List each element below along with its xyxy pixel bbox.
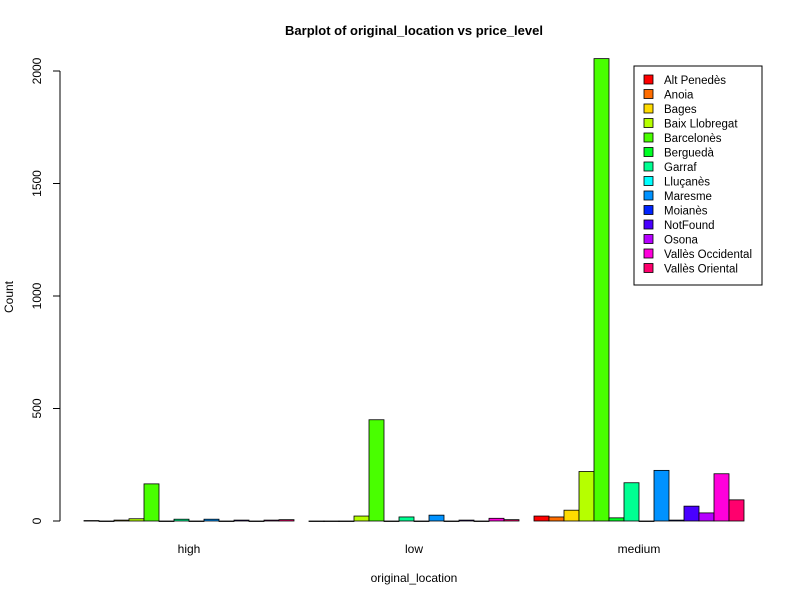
bar [578, 471, 595, 522]
bar [638, 520, 655, 522]
legend-box [633, 65, 763, 286]
legend-label: Bages [664, 104, 697, 116]
bar [713, 473, 730, 522]
bar [188, 520, 205, 522]
bar [248, 520, 265, 522]
legend-label: Barcelonès [664, 133, 722, 145]
legend-swatch [643, 103, 654, 114]
bar [323, 520, 340, 522]
y-tick-label: 500 [30, 398, 44, 418]
bar [668, 519, 685, 522]
bar [608, 517, 625, 522]
legend-swatch [643, 161, 654, 172]
legend: Alt Penedès Anoia Bages Baix Llobregat Barce… [633, 65, 763, 286]
legend-label: Moianès [664, 206, 708, 218]
legend-swatch [643, 89, 654, 99]
bars [83, 58, 745, 522]
legend-swatch [643, 118, 654, 128]
legend-label: Baix Llobregat [664, 119, 738, 131]
bar [533, 515, 550, 522]
bar [278, 519, 295, 522]
legend-label: Lluçanès [664, 177, 710, 189]
bar [203, 518, 220, 522]
y-tick-label: 2000 [30, 57, 44, 84]
legend-label: Maresme [664, 191, 712, 203]
bar [503, 519, 520, 522]
bar [473, 520, 490, 522]
y-axis-label: Count [2, 280, 16, 313]
legend-label: Vallès Occidental [664, 249, 752, 261]
bar [233, 519, 250, 522]
bar [653, 469, 670, 522]
x-axis-ticks: high low medium [178, 542, 661, 556]
bar [443, 520, 460, 522]
bar [698, 512, 715, 522]
legend-swatch [643, 219, 654, 230]
legend-label: Vallès Oriental [664, 264, 738, 276]
bar [263, 519, 280, 522]
legend-label: Alt Penedès [664, 75, 726, 87]
bar [563, 509, 580, 522]
x-tick-label: low [405, 542, 423, 556]
bar [623, 482, 640, 522]
legend-swatch [643, 147, 654, 157]
bar [428, 514, 445, 522]
legend-swatch [643, 263, 654, 273]
legend-swatch [643, 74, 654, 85]
bar [398, 516, 415, 522]
legend-swatch [643, 176, 654, 186]
bar [158, 520, 175, 522]
legend-label: Osona [664, 235, 698, 247]
chart-title: Barplot of original_location vs price_le… [285, 23, 543, 38]
bar [113, 519, 130, 522]
x-tick-label: medium [618, 542, 661, 556]
bar [488, 517, 505, 522]
y-axis: 0 500 1000 1500 2000 [30, 57, 61, 524]
y-tick-label: 1500 [30, 170, 44, 197]
bar [593, 58, 610, 522]
legend-swatch [643, 205, 654, 215]
bar [143, 483, 160, 522]
bar [353, 515, 370, 522]
bar [218, 520, 235, 522]
bar [128, 518, 145, 522]
bar [368, 419, 385, 522]
legend-swatch [643, 248, 654, 259]
y-tick-label: 0 [30, 517, 44, 524]
legend-swatch [643, 132, 654, 143]
bar [548, 516, 565, 522]
bar [728, 499, 745, 522]
y-tick-label: 1000 [30, 282, 44, 309]
legend-label: Berguedà [664, 148, 714, 160]
legend-label: Garraf [664, 162, 697, 174]
bar [98, 520, 115, 522]
legend-swatch [643, 234, 654, 244]
bar [683, 505, 700, 522]
bar [173, 518, 190, 522]
bar [83, 520, 100, 522]
legend-label: NotFound [664, 220, 715, 232]
legend-label: Anoia [664, 90, 694, 102]
legend-swatch [643, 190, 654, 201]
x-axis-label: original_location [371, 571, 458, 585]
bar [338, 520, 355, 522]
bar [383, 520, 400, 522]
x-tick-label: high [178, 542, 201, 556]
bar [413, 520, 430, 522]
bar [308, 520, 325, 522]
bar [458, 519, 475, 522]
